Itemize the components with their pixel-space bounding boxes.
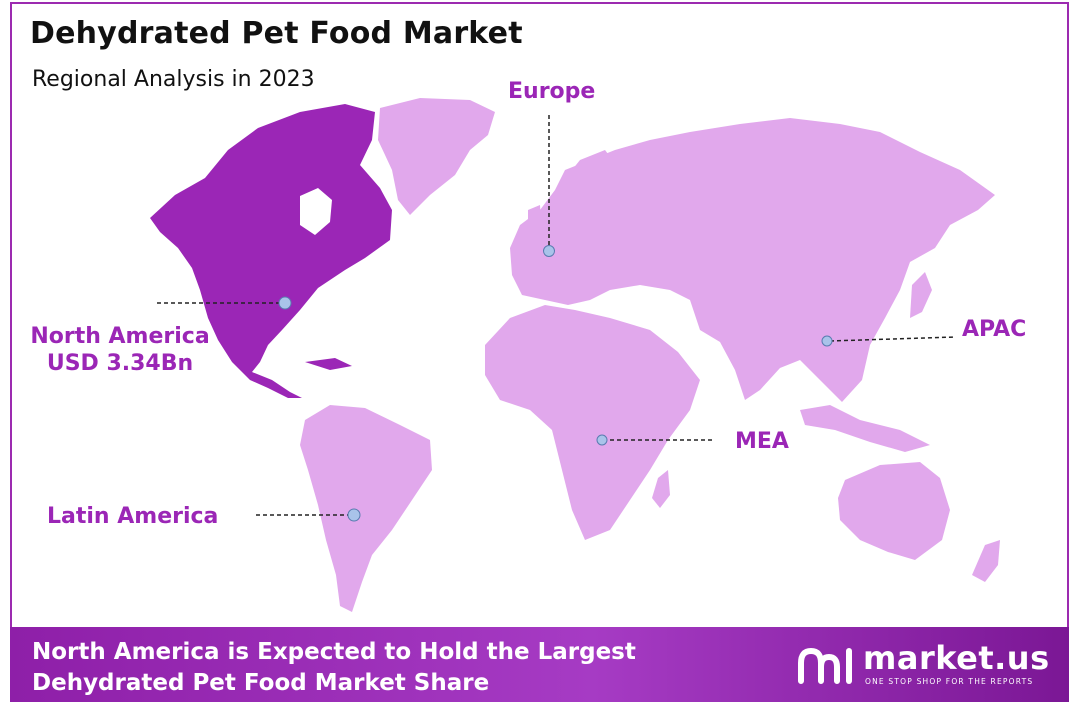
europe-marker — [543, 245, 555, 257]
caribbean-islands — [305, 358, 352, 370]
footer-message: North America is Expected to Hold the La… — [32, 637, 636, 699]
europe-label: Europe — [508, 79, 596, 104]
africa-landmass — [485, 305, 700, 540]
apac-label: APAC — [962, 317, 1027, 342]
greenland-landmass — [378, 98, 495, 215]
scandinavia — [560, 150, 620, 215]
japan — [910, 272, 932, 318]
latin-america-marker — [347, 508, 361, 522]
footer-line-1: North America is Expected to Hold the La… — [32, 639, 636, 665]
north-america-label-group: North America USD 3.34Bn — [22, 323, 218, 377]
world-map — [150, 98, 1000, 612]
north-america-marker — [278, 296, 292, 310]
north-america-label: North America — [30, 324, 210, 349]
footer-line-2: Dehydrated Pet Food Market Share — [32, 670, 490, 696]
australia-landmass — [838, 462, 950, 560]
new-zealand — [972, 540, 1000, 582]
southeast-asia-islands — [800, 405, 930, 452]
hudson-bay — [300, 188, 332, 235]
footer-banner: North America is Expected to Hold the La… — [10, 627, 1069, 702]
market-us-logo-icon — [798, 647, 852, 684]
mea-marker — [596, 434, 608, 446]
madagascar — [652, 470, 670, 508]
north-america-value: USD 3.34Bn — [46, 351, 194, 376]
brand-logo: market.us ONE STOP SHOP FOR THE REPORTS — [797, 639, 1050, 689]
latin-america-label: Latin America — [47, 504, 219, 529]
chart-subtitle: Regional Analysis in 2023 — [32, 67, 315, 92]
eurasia-landmass — [510, 118, 995, 402]
mea-label: MEA — [735, 429, 789, 454]
chart-title: Dehydrated Pet Food Market — [30, 16, 523, 51]
british-isles — [528, 205, 542, 240]
brand-name: market.us — [863, 639, 1050, 677]
north-america-landmass — [150, 104, 392, 398]
apac-marker — [821, 335, 833, 347]
south-america-landmass — [300, 405, 432, 612]
brand-tagline: ONE STOP SHOP FOR THE REPORTS — [865, 677, 1034, 686]
